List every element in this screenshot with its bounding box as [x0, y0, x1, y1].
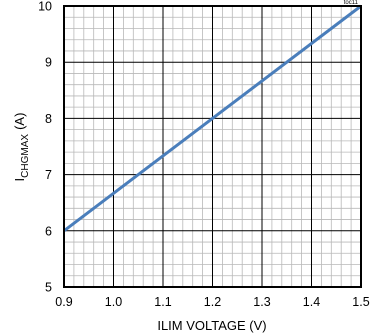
- y-tick-label: 9: [45, 56, 52, 70]
- x-tick-label: 1.2: [204, 295, 221, 309]
- corner-code: toc11: [344, 0, 359, 6]
- grid-major: [64, 6, 361, 287]
- y-tick-label: 8: [45, 112, 52, 126]
- x-tick-label: 0.9: [55, 295, 72, 309]
- plot-frame: [63, 5, 362, 288]
- x-tick-labels: 0.9 1.0 1.1 1.2 1.3 1.4 1.5: [55, 295, 369, 309]
- y-tick-label: 10: [38, 0, 52, 14]
- y-axis-title: ICHGMAX (A): [12, 113, 31, 182]
- y-tick-label: 7: [45, 168, 52, 182]
- x-axis-title: ILIM VOLTAGE (V): [157, 318, 266, 333]
- x-tick-label: 1.0: [105, 295, 122, 309]
- y-axis-title-sub: CHGMAX: [20, 134, 31, 178]
- x-tick-label: 1.1: [154, 295, 171, 309]
- y-tick-label: 5: [45, 281, 52, 295]
- series-line-0: [63, 4, 362, 232]
- y-tick-labels: 5 6 7 8 9 10: [38, 0, 52, 295]
- y-axis-title-unit: (A): [12, 113, 27, 130]
- x-tick-label: 1.4: [303, 295, 320, 309]
- y-tick-label: 6: [45, 224, 52, 238]
- y-axis-title-main: I: [12, 178, 27, 182]
- x-tick-label: 1.3: [253, 295, 270, 309]
- series-layer: [63, 4, 362, 232]
- x-tick-label: 1.5: [352, 295, 369, 309]
